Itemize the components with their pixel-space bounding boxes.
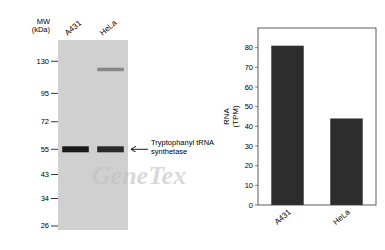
tick bbox=[255, 205, 258, 206]
annotation-arrow bbox=[131, 149, 148, 150]
watermark: GeneTex bbox=[92, 161, 186, 190]
tick bbox=[51, 225, 58, 226]
tick-label: 34 bbox=[41, 194, 49, 203]
category-label: HeLa bbox=[331, 207, 352, 227]
tick bbox=[51, 121, 58, 122]
tick-label: 40 bbox=[245, 122, 253, 131]
lane-label: A431 bbox=[63, 18, 84, 37]
tick-label: 55 bbox=[41, 145, 49, 154]
tick-label: 43 bbox=[41, 170, 49, 179]
tick bbox=[255, 106, 258, 107]
text-line: (kDa) bbox=[32, 25, 51, 34]
tick bbox=[255, 87, 258, 88]
bars bbox=[271, 46, 362, 205]
tick bbox=[51, 61, 58, 62]
tick bbox=[51, 198, 58, 199]
tick-label: 72 bbox=[41, 117, 49, 126]
axis-label: MW(kDa) bbox=[32, 17, 51, 34]
annotation: Tryptophanyl tRNAsynthetase bbox=[151, 138, 214, 156]
tick bbox=[51, 174, 58, 175]
category-label: A431 bbox=[273, 207, 294, 226]
tick-label: 80 bbox=[245, 43, 253, 52]
tick-label: 60 bbox=[245, 83, 253, 92]
tick-label: 26 bbox=[41, 221, 49, 230]
figure: MW(kDa) 130 95 72 55 43 34 26 A431 HeLa Tryptophan… bbox=[0, 0, 385, 250]
text-line: RNA bbox=[222, 107, 231, 125]
text-line: (TPM) bbox=[231, 105, 240, 128]
tick bbox=[51, 93, 58, 94]
tick-label: 130 bbox=[36, 57, 49, 66]
plot-frame bbox=[258, 28, 376, 205]
tick bbox=[255, 47, 258, 48]
tick-label: 30 bbox=[245, 142, 253, 151]
lane-label: HeLa bbox=[98, 18, 119, 38]
band bbox=[62, 146, 89, 152]
tick bbox=[51, 149, 58, 150]
gel bbox=[58, 40, 128, 230]
text-line: synthetase bbox=[151, 147, 187, 156]
tick bbox=[255, 185, 258, 186]
bar bbox=[330, 118, 362, 205]
tick bbox=[255, 67, 258, 68]
tick-label: 0 bbox=[249, 201, 253, 210]
axis-label: RNA(TPM) bbox=[222, 105, 240, 128]
band bbox=[97, 68, 124, 72]
tick-label: 20 bbox=[245, 161, 253, 170]
tick-label: 70 bbox=[245, 63, 253, 72]
tick bbox=[255, 146, 258, 147]
tick-label: 10 bbox=[245, 181, 253, 190]
band bbox=[97, 146, 124, 152]
bands bbox=[62, 68, 124, 153]
tick-label: 50 bbox=[245, 102, 253, 111]
tick bbox=[255, 165, 258, 166]
tick bbox=[255, 126, 258, 127]
tick-label: 95 bbox=[41, 89, 49, 98]
bar bbox=[271, 46, 303, 205]
